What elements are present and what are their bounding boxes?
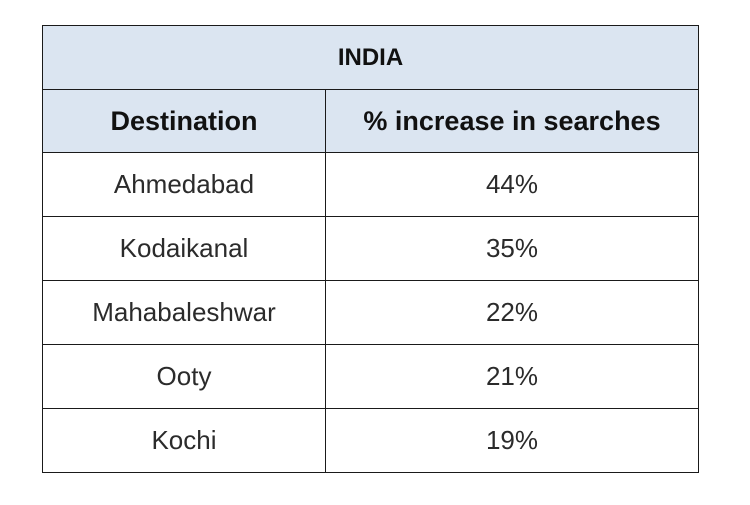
table-header-row: Destination % increase in searches: [42, 89, 699, 153]
table-row: Kodaikanal 35%: [42, 216, 699, 281]
increase-cell: 21%: [325, 344, 699, 409]
table-row: Mahabaleshwar 22%: [42, 280, 699, 345]
destination-cell: Ooty: [42, 344, 326, 409]
table-row: Ooty 21%: [42, 344, 699, 409]
increase-cell: 35%: [325, 216, 699, 281]
table-title: INDIA: [42, 25, 699, 90]
table-row: Kochi 19%: [42, 408, 699, 473]
column-header-increase: % increase in searches: [325, 89, 699, 153]
column-header-destination: Destination: [42, 89, 326, 153]
destination-cell: Ahmedabad: [42, 152, 326, 217]
increase-cell: 22%: [325, 280, 699, 345]
increase-cell: 19%: [325, 408, 699, 473]
increase-cell: 44%: [325, 152, 699, 217]
destination-cell: Kochi: [42, 408, 326, 473]
destination-cell: Mahabaleshwar: [42, 280, 326, 345]
search-increase-table-container: INDIA Destination % increase in searches…: [42, 25, 699, 473]
table-row: Ahmedabad 44%: [42, 152, 699, 217]
search-increase-table: INDIA Destination % increase in searches…: [42, 25, 699, 473]
destination-cell: Kodaikanal: [42, 216, 326, 281]
table-title-row: INDIA: [42, 25, 699, 90]
